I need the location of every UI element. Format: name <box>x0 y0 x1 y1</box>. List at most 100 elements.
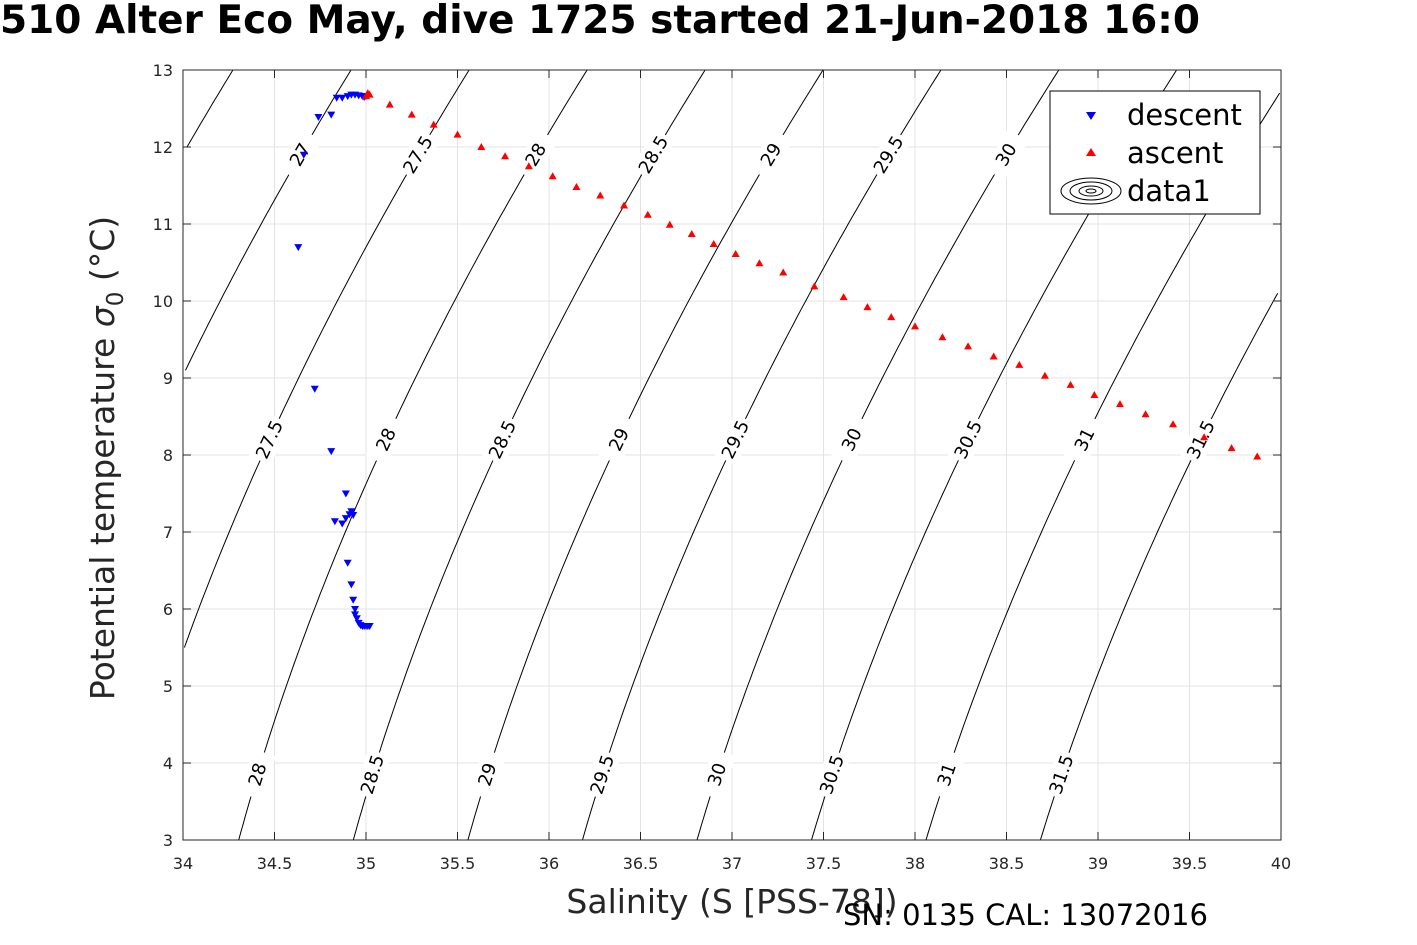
descent-point <box>351 606 360 613</box>
x-tick-label: 34 <box>173 854 193 873</box>
descent-point <box>332 94 341 102</box>
ascent-point <box>572 183 581 191</box>
ascent-point <box>548 172 557 180</box>
descent-point <box>314 113 323 121</box>
x-tick-label: 38 <box>905 854 925 873</box>
ascent-point <box>1015 360 1024 368</box>
y-tick-label: 7 <box>163 523 173 542</box>
ascent-point <box>365 90 374 98</box>
ascent-point <box>1115 400 1124 408</box>
y-tick-label: 12 <box>153 138 173 157</box>
x-tick-label: 34.5 <box>257 854 293 873</box>
contour-label-bg <box>714 413 757 466</box>
ascent-point <box>1066 380 1075 388</box>
contour-label-bg <box>583 748 621 801</box>
contour-label-bg <box>365 413 407 466</box>
ascent-point <box>429 120 438 128</box>
y-tick-label: 10 <box>153 292 173 311</box>
descent-point <box>327 448 336 456</box>
legend-marker-ascent <box>1086 148 1096 156</box>
contour-line <box>1039 293 1279 841</box>
descent-point <box>338 520 347 528</box>
contour-label-bg <box>984 128 1029 181</box>
descent-point <box>299 151 308 159</box>
contour-label-bg <box>396 128 441 181</box>
contour-label-bg <box>513 128 558 181</box>
ascent-point <box>810 282 819 290</box>
x-tick-label: 40 <box>1271 854 1291 873</box>
ascent-point <box>501 152 510 160</box>
ascent-point <box>709 240 718 248</box>
contour-line <box>185 69 352 371</box>
x-tick-label: 37.5 <box>806 854 842 873</box>
descent-point <box>349 512 358 520</box>
contour-label-bg <box>866 128 911 181</box>
x-tick-label: 39 <box>1088 854 1108 873</box>
ascent-point <box>407 110 416 118</box>
descent-point <box>351 611 360 619</box>
ascent-point <box>779 268 788 276</box>
descent-point <box>310 385 319 393</box>
ascent-point <box>1253 452 1262 460</box>
contour-label-bg <box>813 748 851 801</box>
ascent-point <box>596 191 605 199</box>
ascent-point <box>989 352 998 360</box>
y-tick-label: 8 <box>163 446 173 465</box>
legend-label-descent: descent <box>1127 98 1242 132</box>
descent-point <box>349 596 358 604</box>
contour-label-bg <box>928 748 966 801</box>
y-tick-label: 3 <box>163 831 173 850</box>
legend: descent ascent data1 <box>1049 90 1261 215</box>
legend-box <box>1049 90 1261 215</box>
contour-label-bg <box>1042 748 1081 801</box>
ascent-point <box>887 313 896 321</box>
ascent-point <box>839 293 848 301</box>
descent-point <box>327 111 336 119</box>
ascent-point <box>1200 433 1209 441</box>
ascent-point <box>687 230 696 238</box>
ascent-point <box>1141 410 1150 418</box>
y-tick-label: 4 <box>163 754 173 773</box>
ascent-point <box>1040 371 1049 379</box>
contour-label-bg <box>1063 413 1106 466</box>
contour-label-bg <box>248 413 291 466</box>
contour-label-bg <box>598 413 640 466</box>
contour-label-bg <box>748 128 794 181</box>
y-tick-label: 11 <box>153 215 173 234</box>
contour-label-bg <box>354 748 391 801</box>
y-axis-label-symbol: σ <box>83 305 122 327</box>
contour-label-bg <box>698 748 736 801</box>
y-tick-label: 5 <box>163 677 173 696</box>
ascent-point <box>755 259 764 267</box>
ascent-point <box>1169 420 1178 428</box>
legend-label-ascent: ascent <box>1127 136 1223 170</box>
x-tick-label: 36 <box>539 854 559 873</box>
x-tick-label: 36.5 <box>623 854 659 873</box>
descent-point <box>347 508 356 516</box>
x-tick-label: 38.5 <box>989 854 1025 873</box>
contour-line <box>186 69 234 148</box>
descent-point <box>341 490 350 498</box>
y-axis-label-text: Potential temperature <box>83 327 122 700</box>
y-tick-label: 13 <box>153 61 173 80</box>
y-tick-label: 6 <box>163 600 173 619</box>
legend-marker-descent <box>1086 112 1096 120</box>
x-axis-label: Salinity (S [PSS-78]) <box>566 882 897 921</box>
y-axis-label: Potential temperature σ0 (°C) <box>83 216 129 700</box>
x-tick-label: 35.5 <box>440 854 476 873</box>
legend-marker-data1 <box>1060 177 1122 205</box>
contour-label-bg <box>831 413 873 466</box>
ascent-point <box>1227 444 1236 452</box>
descent-point <box>365 622 374 630</box>
ascent-point <box>524 162 533 170</box>
legend-label-data1: data1 <box>1127 174 1211 208</box>
x-tick-label: 37 <box>722 854 742 873</box>
contour-label-bg <box>278 128 323 181</box>
ascent-point <box>938 333 947 341</box>
ascent-point <box>385 100 394 108</box>
y-axis-label-subscript: 0 <box>103 292 129 307</box>
descent-point <box>294 244 303 252</box>
ascent-point <box>643 210 652 218</box>
descent-point <box>343 559 352 567</box>
descent-point <box>330 518 339 526</box>
